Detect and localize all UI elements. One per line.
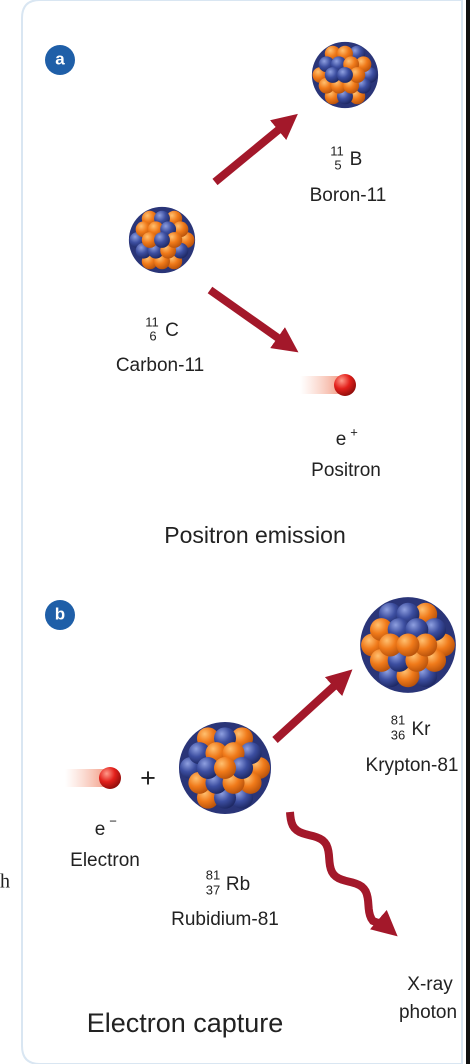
nucleon [196, 757, 219, 779]
atomic-number: 36 [391, 727, 405, 742]
nucleon [214, 757, 236, 779]
mass-number: 11 [330, 143, 344, 158]
arrow [212, 113, 298, 186]
badge [45, 600, 75, 630]
nuclide-name: Rubidium-81 [171, 909, 279, 930]
panel-title: Positron emission [164, 522, 346, 548]
particle-charge: − [109, 813, 117, 828]
nuclide-name: Boron-11 [310, 185, 387, 206]
nucleon [231, 757, 254, 779]
particle-name: Electron [70, 850, 140, 871]
nucleon [414, 633, 438, 657]
nucleus [179, 722, 271, 814]
margin-text: h [0, 871, 10, 893]
nucleon [337, 67, 353, 83]
mass-number: 81 [206, 867, 220, 882]
photon-label: photon [399, 1002, 457, 1023]
symbol: Rb [226, 874, 250, 895]
particle-charge: + [350, 424, 358, 439]
symbol: Kr [412, 719, 432, 740]
positron [334, 374, 356, 396]
particle-name: Positron [311, 460, 381, 481]
nucleon [349, 67, 366, 83]
mass-number: 81 [391, 712, 405, 727]
nucleon [166, 232, 183, 248]
symbol: B [350, 149, 363, 170]
plus-sign: + [140, 763, 156, 793]
symbol: C [165, 320, 179, 341]
trail [65, 769, 105, 787]
nuclide-name: Krypton-81 [366, 755, 459, 776]
atomic-number: 6 [149, 328, 156, 343]
arrow [207, 286, 299, 353]
nucleon [154, 232, 170, 248]
nucleus [360, 597, 456, 693]
arrow [272, 669, 353, 743]
particle-symbol: e [336, 429, 347, 450]
atomic-number: 5 [334, 157, 341, 172]
badge-label: b [55, 604, 65, 623]
trail [300, 376, 340, 394]
nucleus [128, 206, 196, 274]
badge-label: a [55, 49, 65, 68]
nucleus [311, 41, 379, 109]
edge-bar [466, 0, 470, 1064]
panel-title: Electron capture [87, 1008, 284, 1038]
badge [45, 45, 75, 75]
mass-number: 11 [145, 314, 159, 329]
nucleon [141, 232, 158, 248]
nucleon [378, 633, 402, 657]
electron [99, 767, 121, 789]
nucleon [396, 633, 420, 657]
nucleon [324, 67, 341, 83]
atomic-number: 37 [206, 882, 220, 897]
wavy-arrow [286, 811, 398, 937]
photon-label: X-ray [407, 974, 453, 995]
nuclide-name: Carbon-11 [116, 355, 204, 376]
particle-symbol: e [95, 819, 106, 840]
